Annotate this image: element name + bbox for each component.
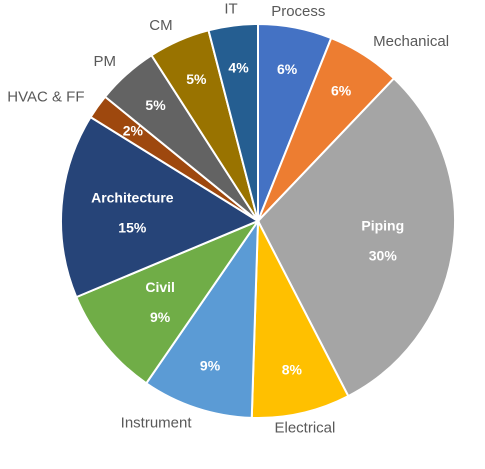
slice-value-label-mechanical: 6% [331, 82, 352, 98]
slice-value-label-electrical: 8% [282, 362, 303, 378]
slice-category-label-electrical: Electrical [274, 420, 335, 437]
slice-value-label-cm: 5% [186, 71, 207, 87]
slice-category-label-it: IT [224, 1, 237, 18]
slice-category-label-mechanical: Mechanical [373, 33, 449, 50]
slice-category-label-pm: PM [93, 53, 116, 70]
slice-value-label-hvac-ff: 2% [123, 123, 144, 139]
slice-category-label-cm: CM [149, 17, 172, 34]
slice-category-label-piping: Piping [361, 218, 404, 234]
pie-slice-architecture [60, 115, 261, 299]
pie-slice-instrument [144, 217, 260, 419]
pie-slice-civil [74, 218, 261, 385]
slice-value-label-civil: 9% [150, 309, 171, 325]
slice-value-label-it: 4% [228, 59, 249, 75]
slice-value-label-piping: 30% [369, 248, 398, 264]
slice-value-label-architecture: 15% [118, 220, 147, 236]
slice-category-label-process: Process [271, 3, 325, 20]
slice-category-label-architecture: Architecture [91, 190, 174, 206]
pie-slice-it [207, 22, 259, 222]
slice-category-label-instrument: Instrument [121, 414, 193, 431]
slice-value-label-pm: 5% [145, 97, 166, 113]
slice-category-label-hvac-ff: HVAC & FF [7, 88, 84, 105]
slice-value-label-instrument: 9% [200, 358, 221, 374]
slice-category-label-civil: Civil [145, 279, 175, 295]
pie-slice-piping [256, 77, 457, 398]
pie-slice-electrical [250, 217, 350, 419]
slice-value-label-process: 6% [277, 61, 298, 77]
